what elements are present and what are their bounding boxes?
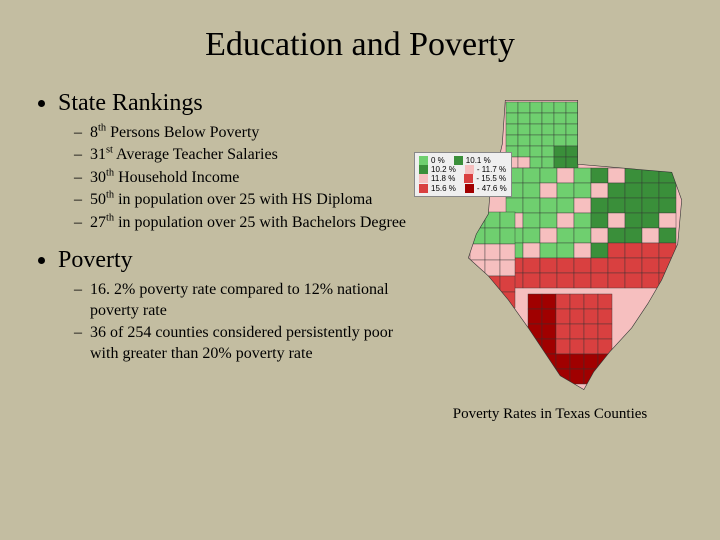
ranking-item: 30th Household Income	[74, 168, 410, 188]
content-columns: State Rankings 8th Persons Below Poverty…	[30, 90, 690, 423]
poverty-item: 36 of 254 counties considered persistent…	[74, 323, 410, 364]
rankings-section: State Rankings 8th Persons Below Poverty…	[30, 90, 410, 233]
rankings-list: 8th Persons Below Poverty31st Average Te…	[58, 123, 410, 233]
legend-row: 10.2 %- 11.7 %	[419, 165, 507, 174]
ranking-item: 27th in population over 25 with Bachelor…	[74, 213, 410, 233]
legend-row: 0 %10.1 %	[419, 156, 507, 165]
texas-map	[410, 94, 690, 394]
poverty-item: 16. 2% poverty rate compared to 12% nati…	[74, 280, 410, 321]
map-container: 0 %10.1 %10.2 %- 11.7 %11.8 %- 15.5 %15.…	[410, 94, 690, 394]
ranking-item: 50th in population over 25 with HS Diplo…	[74, 190, 410, 210]
map-legend: 0 %10.1 %10.2 %- 11.7 %11.8 %- 15.5 %15.…	[414, 152, 512, 197]
poverty-heading: Poverty 16. 2% poverty rate compared to …	[58, 247, 410, 364]
legend-row: 15.6 %- 47.6 %	[419, 184, 507, 193]
rankings-heading: State Rankings 8th Persons Below Poverty…	[58, 90, 410, 233]
poverty-list: 16. 2% poverty rate compared to 12% nati…	[58, 280, 410, 364]
ranking-item: 8th Persons Below Poverty	[74, 123, 410, 143]
right-column: 0 %10.1 %10.2 %- 11.7 %11.8 %- 15.5 %15.…	[410, 90, 690, 423]
rankings-heading-text: State Rankings	[58, 90, 203, 116]
slide: Education and Poverty State Rankings 8th…	[0, 0, 720, 540]
ranking-item: 31st Average Teacher Salaries	[74, 145, 410, 165]
poverty-heading-text: Poverty	[58, 247, 133, 273]
poverty-section: Poverty 16. 2% poverty rate compared to …	[30, 247, 410, 364]
left-column: State Rankings 8th Persons Below Poverty…	[30, 90, 410, 378]
legend-row: 11.8 %- 15.5 %	[419, 174, 507, 183]
slide-title: Education and Poverty	[30, 26, 690, 64]
map-caption: Poverty Rates in Texas Counties	[453, 406, 648, 423]
